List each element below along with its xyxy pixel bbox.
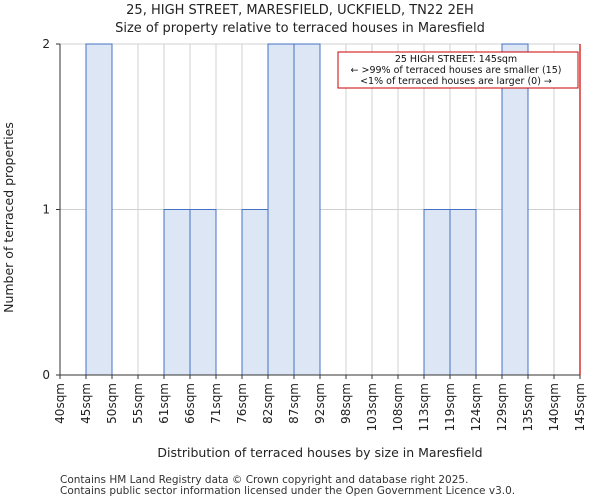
chart-subtitle: Size of property relative to terraced ho… xyxy=(115,21,485,36)
x-tick-label: 61sqm xyxy=(157,383,171,424)
x-tick-label: 124sqm xyxy=(469,383,483,431)
y-tick-label: 2 xyxy=(42,37,50,51)
x-tick-label: 92sqm xyxy=(313,383,327,424)
bar xyxy=(241,209,269,376)
bar xyxy=(189,209,217,376)
x-tick-label: 71sqm xyxy=(209,383,223,424)
x-tick-label: 82sqm xyxy=(261,383,275,424)
x-tick-label: 119sqm xyxy=(443,383,457,431)
x-tick-label: 145sqm xyxy=(573,383,587,431)
y-tick-label: 0 xyxy=(42,368,50,382)
annotation-line-2: ← >99% of terraced houses are smaller (1… xyxy=(351,65,562,76)
bar xyxy=(449,209,477,376)
x-tick-label: 108sqm xyxy=(391,383,405,431)
y-axis-label: Number of terraced properties xyxy=(1,122,16,313)
annotation-box: 25 HIGH STREET: 145sqm ← >99% of terrace… xyxy=(337,51,579,89)
x-tick-label: 103sqm xyxy=(365,383,379,431)
x-tick-label: 135sqm xyxy=(521,383,535,431)
annotation-line-1: 25 HIGH STREET: 145sqm xyxy=(395,54,517,65)
y-tick-labels: 0 1 2 xyxy=(42,37,60,382)
bars xyxy=(85,43,529,376)
x-tick-label: 40sqm xyxy=(53,383,67,424)
bar xyxy=(501,43,529,376)
x-tick-label: 76sqm xyxy=(235,383,249,424)
x-tick-label: 50sqm xyxy=(105,383,119,424)
bar xyxy=(267,43,295,376)
bar xyxy=(293,43,321,376)
x-tick-label: 98sqm xyxy=(339,383,353,424)
annotation-border xyxy=(337,51,579,89)
x-tick-labels: 40sqm 45sqm 50sqm 55sqm 61sqm 66sqm 71sqm 76sqm… xyxy=(53,375,587,431)
footer-line-1: Contains HM Land Registry data © Crown c… xyxy=(60,474,469,486)
bar xyxy=(163,209,191,376)
x-tick-label: 55sqm xyxy=(131,383,145,424)
x-tick-label: 66sqm xyxy=(183,383,197,424)
x-tick-label: 129sqm xyxy=(495,383,509,431)
x-tick-label: 113sqm xyxy=(417,383,431,431)
x-tick-label: 87sqm xyxy=(287,383,301,424)
bar xyxy=(85,43,113,376)
x-tick-label: 45sqm xyxy=(79,383,93,424)
bar xyxy=(423,209,451,376)
footer-line-2: Contains public sector information licen… xyxy=(60,485,516,497)
x-axis-label: Distribution of terraced houses by size … xyxy=(157,445,482,460)
annotation-line-3: <1% of terraced houses are larger (0) → xyxy=(360,76,552,87)
y-tick-label: 1 xyxy=(42,203,50,217)
x-tick-label: 140sqm xyxy=(547,383,561,431)
chart-title: 25, HIGH STREET, MARESFIELD, UCKFIELD, T… xyxy=(126,3,474,18)
